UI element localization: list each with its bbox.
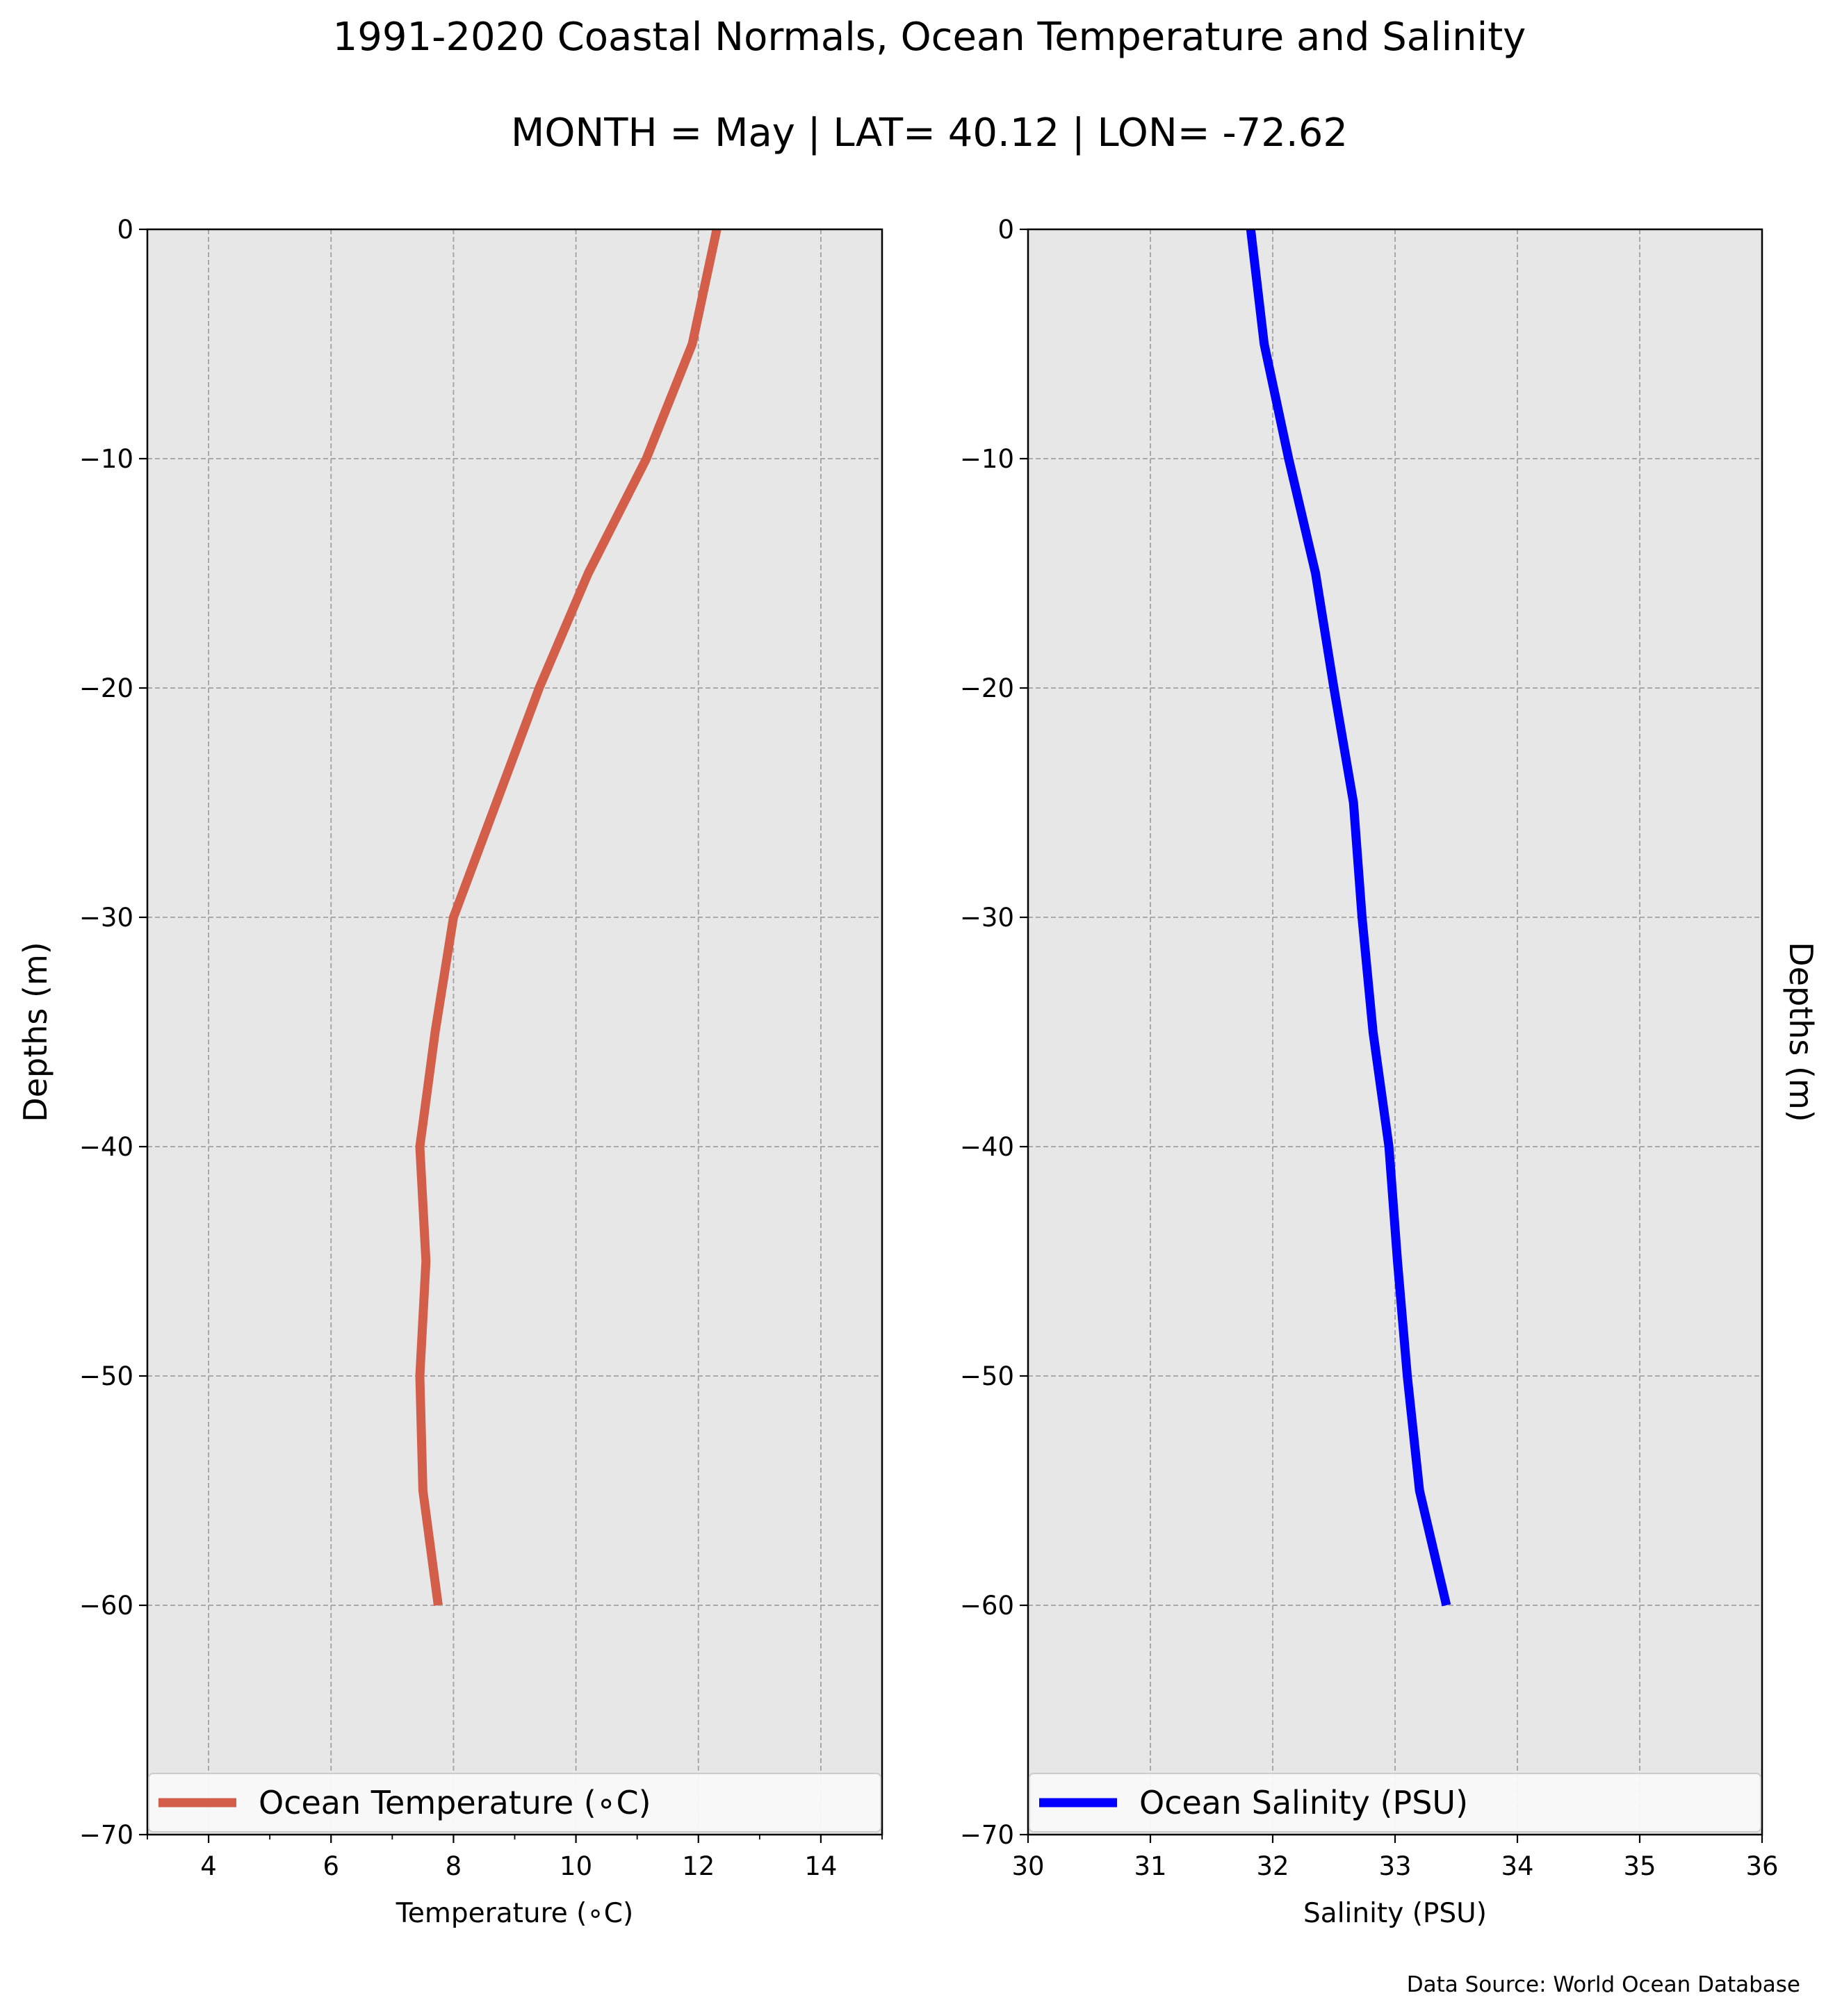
figure-subtitle: MONTH = May | LAT= 40.12 | LON= -72.62 <box>511 110 1348 156</box>
sal-ytick-label: −50 <box>960 1361 1014 1391</box>
temp-ytick-label: −60 <box>79 1591 133 1621</box>
temp-axes-frame <box>146 228 883 1836</box>
sal-legend-label: Ocean Salinity (PSU) <box>1139 1784 1468 1821</box>
temp-ytick-label: −10 <box>79 444 133 474</box>
temperature-panel: 0 −10 −20 −30 −40 −50 −60 −70 4 6 8 10 12 14 Ocean Tem… <box>17 215 883 1929</box>
sal-ytick-label: −10 <box>960 444 1014 474</box>
sal-ytick-label: −70 <box>960 1820 1014 1850</box>
temp-ytick-label: −50 <box>79 1361 133 1391</box>
sal-legend-box <box>1029 1773 1761 1833</box>
sal-xtick-label: 33 <box>1378 1851 1411 1881</box>
temp-ytick-label: −40 <box>79 1132 133 1162</box>
sal-ytick-label: −40 <box>960 1132 1014 1162</box>
figure-title: 1991-2020 Coastal Normals, Ocean Tempera… <box>333 15 1526 60</box>
sal-axes-frame <box>1027 228 1763 1836</box>
temp-y-axis-label: Depths (m) <box>17 942 54 1122</box>
sal-y-axis-label: Depths (m) <box>1782 942 1820 1122</box>
temp-xtick-label: 10 <box>560 1851 592 1881</box>
temp-xtick-label: 6 <box>323 1851 339 1881</box>
sal-x-axis-label: Salinity (PSU) <box>1303 1898 1487 1929</box>
sal-legend: Ocean Salinity (PSU) <box>1029 1773 1761 1833</box>
sal-ytick-label: −20 <box>960 673 1014 703</box>
sal-xtick-label: 35 <box>1623 1851 1656 1881</box>
temp-ytick-label: −20 <box>79 673 133 703</box>
temp-plot-area <box>147 229 882 1835</box>
sal-series-line <box>1246 229 1451 1607</box>
temp-ytick-label: 0 <box>117 215 133 245</box>
source-note: Data Source: World Ocean Database <box>1407 1972 1800 1997</box>
temp-x-axis-label: Temperature (∘C) <box>396 1898 634 1929</box>
sal-ytick-label: −30 <box>960 903 1014 933</box>
sal-xtick-label: 32 <box>1256 1851 1289 1881</box>
temp-legend-box <box>148 1773 881 1833</box>
sal-xtick-label: 36 <box>1745 1851 1778 1881</box>
temp-ytick-label: −30 <box>79 903 133 933</box>
temp-xtick-label: 14 <box>804 1851 837 1881</box>
sal-xtick-label: 31 <box>1134 1851 1166 1881</box>
temp-ytick-label: −70 <box>79 1820 133 1850</box>
temp-grid <box>147 229 882 1835</box>
sal-xtick-label: 30 <box>1011 1851 1044 1881</box>
temp-xtick-label: 8 <box>446 1851 462 1881</box>
sal-ytick-label: −60 <box>960 1591 1014 1621</box>
temp-series-line <box>415 229 722 1606</box>
temp-legend-label: Ocean Temperature (∘C) <box>259 1784 651 1821</box>
temp-xtick-label: 4 <box>200 1851 217 1881</box>
sal-grid <box>1028 229 1762 1835</box>
temp-legend: Ocean Temperature (∘C) <box>148 1773 881 1833</box>
sal-ytick-label: 0 <box>997 215 1014 245</box>
sal-xtick-label: 34 <box>1501 1851 1533 1881</box>
temp-xtick-label: 12 <box>682 1851 715 1881</box>
